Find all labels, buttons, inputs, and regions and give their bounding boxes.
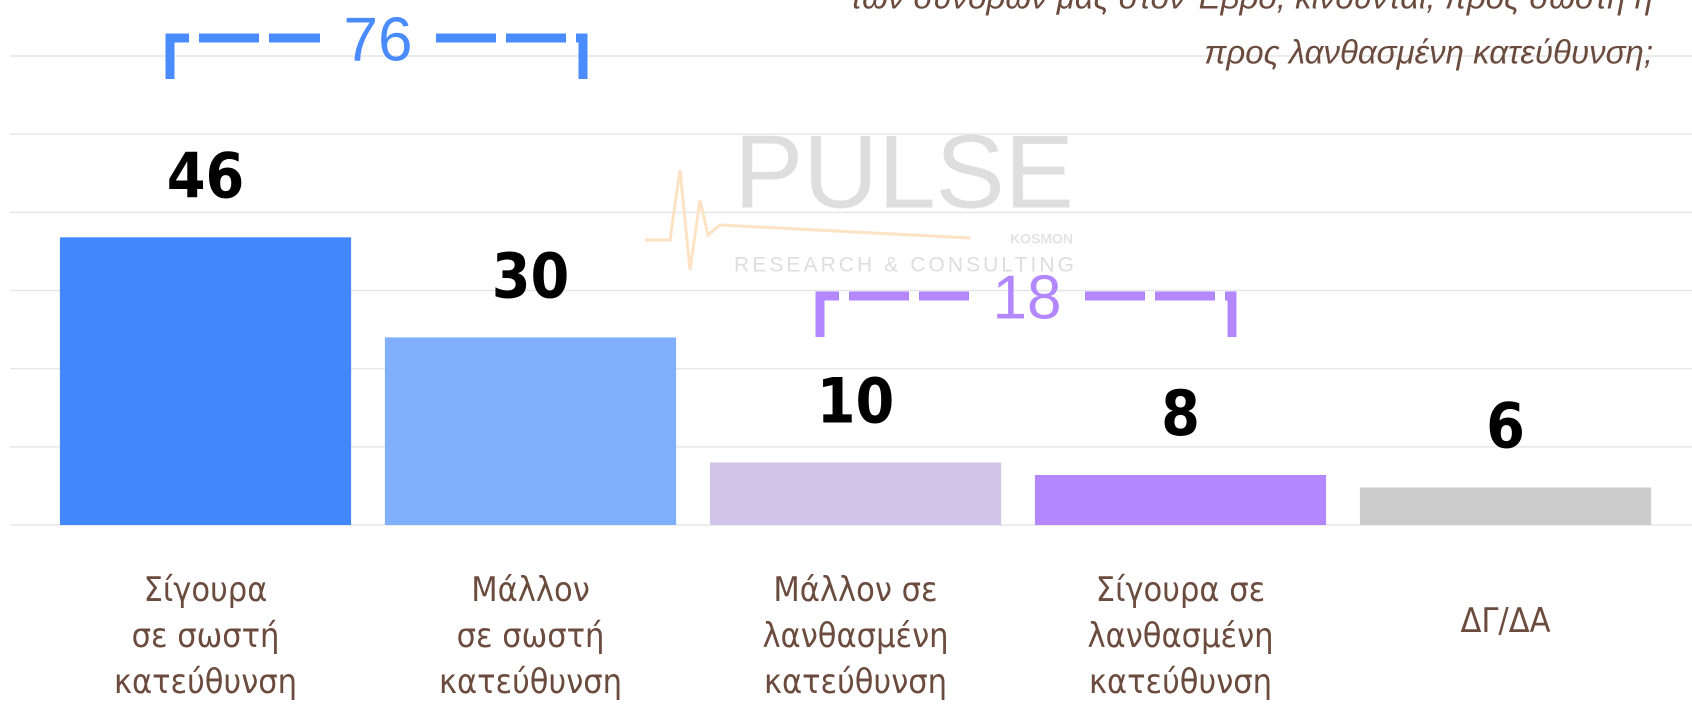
watermark-brand: PULSE (734, 114, 1074, 230)
bar (59, 237, 352, 525)
value-label: 6 (1486, 390, 1525, 463)
x-tick-label: Μάλλον σε σωστή κατεύθυνση (439, 570, 622, 702)
value-label: 8 (1161, 377, 1200, 450)
x-tick-label: Σίγουρα σε σωστή κατεύθυνση (114, 570, 297, 702)
bracket (436, 33, 588, 79)
bar (709, 462, 1002, 525)
title-line: των συνόρων μας στον Έβρο, κινούνται, πρ… (850, 0, 1653, 16)
watermark-pulse-line (645, 169, 971, 271)
x-tick-label: ΔΓ/ΔΑ (1460, 601, 1550, 641)
annotation: 76 (344, 5, 413, 74)
bar (1034, 474, 1327, 525)
value-label: 10 (817, 365, 895, 438)
watermark-tag: KOSMON (1010, 231, 1073, 247)
value-label: 30 (492, 239, 570, 312)
bracket (165, 33, 320, 79)
bar (1359, 487, 1652, 525)
value-label: 46 (167, 139, 245, 212)
title-line: προς λανθασμένη κατεύθυνση; (1204, 34, 1653, 71)
bracket (1085, 291, 1237, 337)
bracket (815, 291, 969, 337)
annotation: 18 (993, 263, 1062, 332)
bar (384, 337, 677, 525)
x-tick-label: Μάλλον σε λανθασμένη κατεύθυνση (762, 570, 948, 702)
x-tick-label: Σίγουρα σε λανθασμένη κατεύθυνση (1087, 570, 1273, 702)
